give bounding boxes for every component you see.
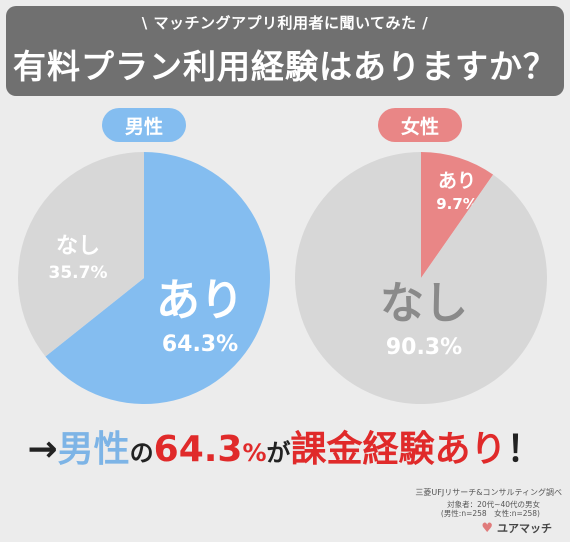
conclusion-percent: 64.3 [153,429,243,470]
male-slice-no [18,152,144,357]
subjects-line-1: 対象者：20代~40代の男女 [447,500,540,509]
conclusion-particle-1: の [129,439,154,467]
logo-text: ユアマッチ [497,522,552,535]
subjects-line-2: (男性:n=258 女性:n=258) [440,509,540,518]
female-slice-label-yes: あり [438,170,476,192]
conclusion-result: 課金経験あり [290,429,507,470]
conclusion-percent-sign: % [242,439,267,467]
male-slice-value-no: 35.7% [49,263,108,283]
source-note: 三菱UFJリサーチ&コンサルティング調べ [415,488,562,497]
female-slice-yes [421,152,494,278]
heart-icon: ♥ [481,520,493,536]
conclusion-line: →男性の64.3%が課金経験あり！ [0,420,570,472]
survey-subtitle: \ マッチングアプリ利用者に聞いてみた / [141,14,429,32]
subjects-note: 対象者：20代~40代の男女 (男性:n=258 女性:n=258) [441,500,540,518]
chart-title: 有料プラン利用経験はありますか？ [13,47,557,86]
header-banner: \ マッチングアプリ利用者に聞いてみた / 有料プラン利用経験はありますか？ [6,6,564,96]
conclusion-arrow: → [27,429,58,470]
male-slice-value-yes: 64.3% [162,332,238,357]
female-label-pill: 女性 [378,108,462,142]
female-slice-no [294,152,547,405]
female-slice-label-no: なし [380,278,468,329]
female-slice-value-yes: 9.7% [436,195,478,213]
conclusion-subject: 男性 [57,429,130,470]
male-slice-yes [45,152,271,404]
brand-logo: ♥ ユアマッチ [481,520,552,536]
female-slice-value-no: 90.3% [386,335,462,360]
male-slice-label-yes: あり [156,275,244,326]
conclusion-exclaim: ！ [506,429,543,470]
male-label-pill: 男性 [102,108,186,142]
male-slice-label-no: なし [56,234,100,259]
conclusion-particle-2: が [266,439,291,467]
